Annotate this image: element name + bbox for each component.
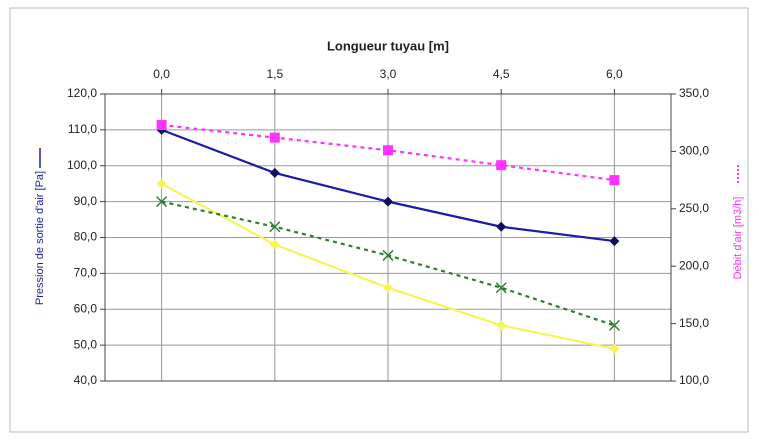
marker <box>156 119 167 130</box>
marker <box>496 160 507 171</box>
x-tick-label: 4,5 <box>493 67 510 81</box>
marker <box>269 132 280 143</box>
marker <box>269 221 281 233</box>
marker <box>269 239 280 250</box>
plot-border <box>104 93 672 382</box>
marker <box>496 320 507 331</box>
marker <box>383 282 393 293</box>
y-tick-label: 40,0 <box>74 373 98 387</box>
y-axis-title: Pression de sortie d'air [Pa] <box>34 171 46 305</box>
y-tick-label: 50,0 <box>74 337 98 351</box>
y-tick-label: 120,0 <box>67 86 97 100</box>
y2-tick-label: 100,0 <box>679 373 709 387</box>
y2-tick-label: 150,0 <box>679 316 709 330</box>
marker <box>383 196 393 207</box>
y2-tick-label: 350,0 <box>679 86 709 100</box>
y-tick-label: 80,0 <box>74 230 98 244</box>
x-axis-title: Longueur tuyau [m] <box>327 38 449 53</box>
marker <box>383 145 393 156</box>
y2-tick-label: 200,0 <box>679 258 709 272</box>
marker <box>269 167 280 178</box>
marker <box>382 249 394 261</box>
marker <box>496 221 507 232</box>
marker <box>609 343 620 354</box>
x-tick-label: 1,5 <box>266 67 283 81</box>
marker <box>608 319 620 331</box>
marker <box>156 178 167 189</box>
marker <box>609 236 620 247</box>
x-tick-label: 3,0 <box>380 67 397 81</box>
frame <box>9 7 749 433</box>
y-tick-label: 60,0 <box>74 301 98 315</box>
y2-axis-title: Débit d'air [m3/h] <box>732 197 744 280</box>
y2-tick-label: 250,0 <box>679 201 709 215</box>
y-tick-label: 110,0 <box>68 122 97 136</box>
marker <box>609 175 620 186</box>
y-tick-label: 100,0 <box>67 158 97 172</box>
y2-tick-label: 300,0 <box>679 144 709 158</box>
marker <box>156 196 168 208</box>
y-tick-label: 70,0 <box>74 266 98 280</box>
x-tick-label: 0,0 <box>153 67 170 81</box>
x-tick-label: 6,0 <box>606 67 623 81</box>
y-tick-label: 90,0 <box>74 194 98 208</box>
marker <box>495 282 507 294</box>
